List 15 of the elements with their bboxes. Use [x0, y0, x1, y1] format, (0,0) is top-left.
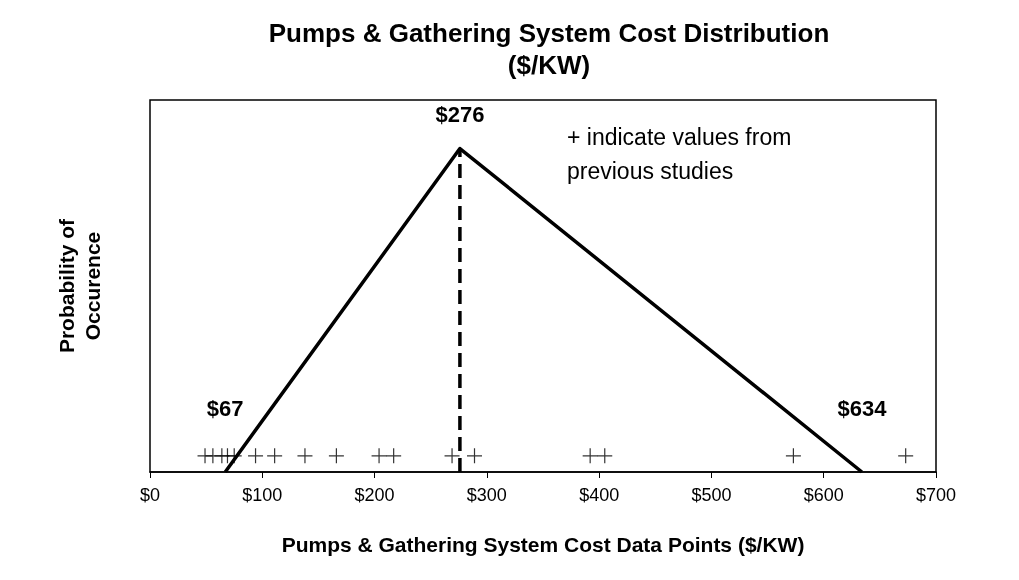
- x-tick-label: $300: [466, 485, 507, 505]
- x-axis-title: Pumps & Gathering System Cost Data Points ($/KW): [281, 533, 805, 556]
- annotation: $67: [206, 395, 244, 421]
- y-axis-title: Probability of Occurence: [54, 217, 104, 354]
- annotation: $276: [435, 102, 485, 128]
- annotation: $634: [837, 395, 888, 421]
- x-tick-label: $100: [242, 485, 283, 505]
- x-tick-label: $200: [354, 485, 395, 505]
- x-tick-label: $600: [803, 485, 844, 505]
- x-tick-label: $500: [691, 485, 732, 505]
- x-tick-label: $0: [139, 485, 161, 505]
- chart-title: Pumps & Gathering System Cost Distribution ($/KW): [268, 18, 830, 80]
- x-tick-label: $400: [579, 485, 620, 505]
- annotation: + indicate values from previous studies: [567, 124, 798, 184]
- x-tick-label: $700: [915, 485, 957, 505]
